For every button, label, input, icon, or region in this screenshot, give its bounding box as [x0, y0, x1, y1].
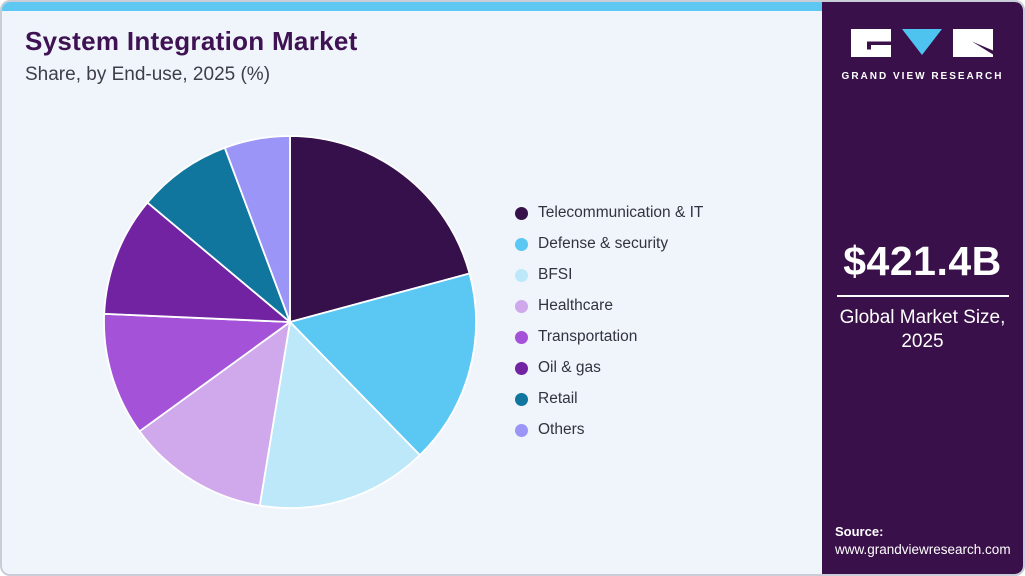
legend-item-others: Others — [515, 421, 703, 438]
source-label: Source: — [835, 524, 884, 540]
legend-dot — [515, 330, 528, 344]
chart-legend: Telecommunication & IT Defense & securit… — [515, 204, 704, 453]
pie-slice-others — [223, 135, 291, 323]
page-subtitle: Share, by End-use, 2025 (%) — [25, 64, 271, 85]
legend-label: Others — [538, 421, 585, 438]
pie-slice-healthcare — [138, 321, 291, 507]
legend-item-retail: Retail — [515, 390, 703, 407]
source-url-link[interactable]: www.grandviewresearch.com — [835, 541, 1011, 557]
pie-slice-bfsi — [258, 321, 421, 509]
legend-label: Retail — [538, 390, 578, 407]
market-size-block: $421.4B Global Market Size, 2025 — [822, 238, 1023, 354]
pie-chart — [103, 135, 477, 509]
pie-slice-oil-gas — [103, 201, 291, 323]
legend-dot — [515, 361, 528, 375]
legend-dot — [515, 299, 528, 313]
pie-slice-telecommunication-it — [289, 135, 471, 323]
legend-label: BFSI — [538, 266, 573, 283]
legend-item-oil-gas: Oil & gas — [515, 359, 703, 376]
legend-item-bfsi: BFSI — [515, 266, 703, 283]
market-size-value: $421.4B — [843, 238, 1002, 284]
market-size-label: Global Market Size, 2025 — [839, 307, 1006, 352]
legend-dot — [515, 206, 528, 220]
legend-label: Transportation — [538, 328, 638, 345]
legend-dot — [515, 423, 528, 437]
page-title: System Integration Market — [25, 26, 358, 56]
legend-item-telecommunication-it: Telecommunication & IT — [515, 204, 704, 221]
legend-label: Healthcare — [538, 297, 613, 314]
legend-dot — [515, 392, 528, 406]
legend-dot — [515, 237, 528, 251]
legend-dot — [515, 268, 528, 282]
logo-letter-v-triangle-icon — [901, 29, 942, 55]
legend-label: Oil & gas — [538, 359, 601, 376]
legend-item-transportation: Transportation — [515, 328, 703, 345]
logo-letter-r — [952, 29, 993, 57]
chart-header: System Integration Market Share, by End-… — [25, 26, 358, 86]
brand-sidebar: GRAND VIEW RESEARCH $421.4B Global Marke… — [822, 2, 1023, 574]
pie-slice-defense-security — [289, 272, 477, 457]
legend-label: Defense & security — [538, 235, 669, 252]
brand-name: GRAND VIEW RESEARCH — [841, 71, 1004, 82]
source-block: Source: www.grandviewresearch.com — [835, 523, 1011, 559]
gvr-logo — [850, 29, 993, 57]
brand-block: GRAND VIEW RESEARCH — [822, 28, 1023, 82]
legend-label: Telecommunication & IT — [538, 204, 704, 221]
pie-slice-retail — [146, 146, 291, 323]
divider — [836, 295, 1009, 297]
legend-item-defense-security: Defense & security — [515, 235, 703, 252]
pie-slice-transportation — [103, 312, 291, 433]
legend-item-healthcare: Healthcare — [515, 297, 703, 314]
accent-top-bar — [2, 2, 822, 11]
